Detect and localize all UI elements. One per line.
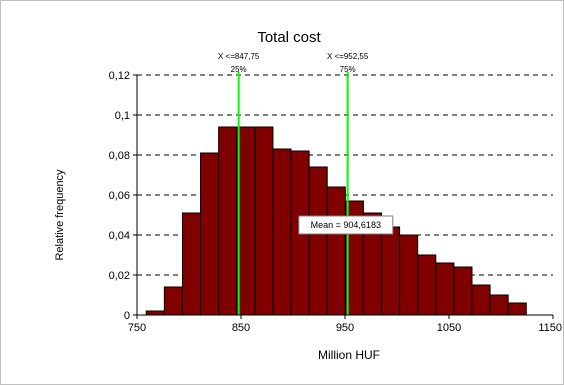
histogram-bar [163,286,183,316]
x-axis-label: Million HUF [318,348,380,362]
percentile-label: X <=847,75 [218,52,260,61]
percentile-label: X <=952,55 [327,52,369,61]
histogram-bar [417,254,437,316]
histogram-bar [381,226,401,316]
y-tick-label: 0,04 [109,230,130,242]
percentile-percent: 75% [340,65,356,74]
histogram-bar [507,302,527,316]
y-tick-label: 0,1 [115,110,130,122]
percentile-percent: 25% [231,65,247,74]
x-tick-label: 1050 [437,322,461,334]
histogram-bar [435,262,455,316]
histogram-bar [399,234,419,316]
histogram-bar [200,152,220,316]
chart-title: Total cost [257,29,321,46]
histogram-bar [181,212,202,316]
histogram-bar [272,148,292,316]
mean-label: Mean = 904,6183 [311,220,381,230]
mean-box [298,215,394,235]
y-tick-label: 0,12 [109,70,130,82]
histogram-bar [471,284,491,316]
x-tick-label: 850 [232,322,250,334]
y-tick-labels: 0 0,02 0,04 0,06 0,08 0,1 0,12 [109,70,137,322]
percentile-markers: X <=847,75 25% X <=952,55 75% [218,52,369,315]
x-tick-label: 950 [336,322,354,334]
histogram-bar [218,126,238,316]
x-tick-labels: 750 850 950 1050 1150 [128,315,562,334]
x-tick-label: 1150 [538,322,562,334]
y-axis-label: Relative frequency [54,169,66,261]
y-tick-label: 0,02 [109,270,130,282]
histogram-bar [308,166,328,316]
histogram-bar [254,126,274,316]
histogram-bar [489,294,509,316]
x-tick-label: 750 [128,322,146,334]
y-tick-label: 0,06 [109,190,130,202]
histogram-bar [145,310,165,316]
y-tick-label: 0 [124,310,130,322]
mean-label-box: Mean = 904,6183 [298,215,394,235]
histogram-bar [326,186,346,316]
histogram-bar [453,266,473,316]
y-tick-label: 0,08 [109,150,130,162]
